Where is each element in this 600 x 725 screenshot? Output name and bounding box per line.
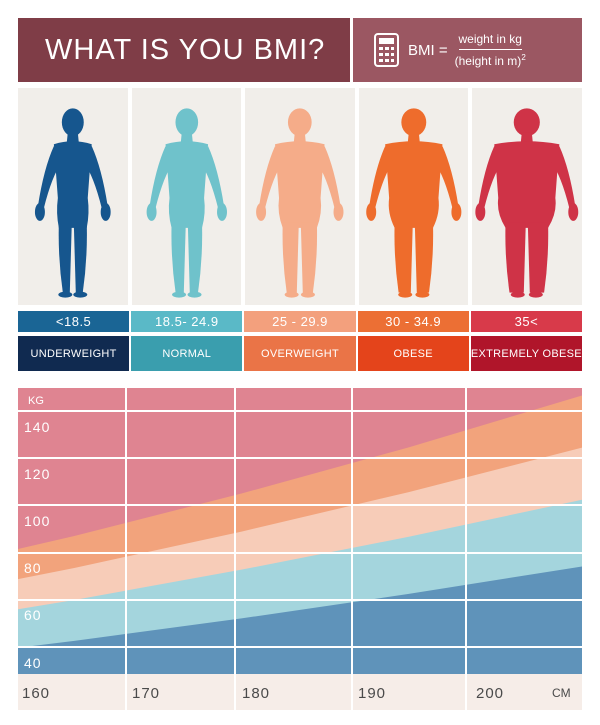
x-tick-label: 190 — [358, 685, 386, 702]
x-tick-label: 170 — [132, 685, 160, 702]
bmi-range: 25 - 29.9 — [244, 311, 356, 332]
bmi-category-label: OBESE — [357, 336, 469, 371]
formula-exponent: 2 — [521, 53, 526, 62]
bmi-range: 30 - 34.9 — [357, 311, 469, 332]
formula-denominator-text: (height in m) — [454, 54, 522, 68]
body-silhouette-icon — [146, 108, 227, 298]
body-silhouette-icon — [366, 108, 462, 298]
bmi-category-labels: UNDERWEIGHT NORMAL OVERWEIGHT OBESE EXTREMEL… — [18, 336, 583, 371]
bmi-formula: BMI = weight in kg (height in m)2 — [353, 18, 582, 82]
x-axis-strip — [18, 674, 582, 710]
formula-fraction: weight in kg (height in m)2 — [455, 33, 526, 67]
y-tick-label: 100 — [24, 513, 50, 529]
calculator-icon — [374, 33, 399, 67]
formula-numerator: weight in kg — [458, 33, 522, 50]
bmi-category-label: OVERWEIGHT — [244, 336, 356, 371]
figure-panel — [245, 88, 355, 305]
body-silhouette-icon — [475, 108, 579, 298]
body-figures — [18, 88, 582, 305]
y-tick-label: 60 — [24, 607, 42, 623]
bmi-ranges: <18.5 18.5- 24.9 25 - 29.9 30 - 34.9 35< — [18, 311, 583, 332]
x-tick-label: 180 — [242, 685, 270, 702]
y-axis-label: KG — [28, 395, 44, 407]
page-title: WHAT IS YOU BMI? — [18, 18, 350, 82]
body-silhouette-icon — [256, 108, 344, 298]
figure-panel — [18, 88, 128, 305]
x-tick-label: 200 — [476, 685, 504, 702]
body-silhouette-icon — [34, 108, 111, 298]
bmi-category-label: EXTREMELY OBESE — [470, 336, 583, 371]
bmi-range: 35< — [470, 311, 583, 332]
bmi-category-label: NORMAL — [131, 336, 243, 371]
bmi-range: <18.5 — [18, 311, 130, 332]
figure-panel — [358, 88, 469, 305]
bmi-category-label: UNDERWEIGHT — [18, 336, 130, 371]
bmi-range: 18.5- 24.9 — [131, 311, 243, 332]
bmi-chart: KG 140 120 100 80 60 40 160 170 180 190 200 CM — [18, 388, 582, 710]
page-title-text: WHAT IS YOU BMI? — [45, 33, 326, 66]
x-tick-label: 160 — [22, 685, 50, 702]
figure-panel — [131, 88, 242, 305]
x-axis-unit: CM — [552, 686, 571, 700]
formula-label: BMI = — [408, 41, 448, 59]
figure-panel — [472, 88, 582, 305]
y-tick-label: 80 — [24, 560, 42, 576]
y-tick-label: 40 — [24, 655, 42, 671]
y-tick-label: 120 — [24, 466, 50, 482]
formula-denominator: (height in m)2 — [454, 50, 526, 68]
y-tick-label: 140 — [24, 419, 50, 435]
